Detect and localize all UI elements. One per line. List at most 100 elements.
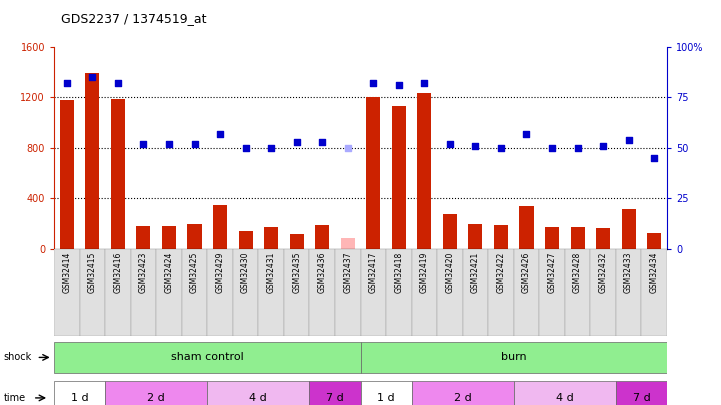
Text: shock: shock	[4, 352, 32, 362]
Bar	[392, 106, 406, 249]
Bar	[513, 249, 539, 336]
Point	[597, 143, 609, 149]
Bar	[463, 249, 488, 336]
Point	[112, 80, 124, 86]
Bar	[79, 249, 105, 336]
Bar	[494, 225, 508, 249]
Point	[393, 82, 404, 88]
Bar	[539, 249, 565, 336]
Bar	[54, 342, 360, 373]
Bar	[488, 249, 514, 336]
Text: GSM32434: GSM32434	[650, 252, 659, 293]
Point	[138, 141, 149, 147]
Point	[495, 145, 507, 151]
Bar	[105, 381, 208, 405]
Text: GSM32420: GSM32420	[446, 252, 454, 293]
Text: 7 d: 7 d	[632, 393, 650, 403]
Bar	[309, 249, 335, 336]
Bar	[360, 249, 386, 336]
Bar	[111, 99, 125, 249]
Bar	[162, 226, 176, 249]
Bar	[136, 226, 151, 249]
Bar	[208, 381, 309, 405]
Text: GSM32422: GSM32422	[497, 252, 505, 293]
Point	[368, 80, 379, 86]
Bar	[335, 249, 360, 336]
Bar	[60, 100, 74, 249]
Bar	[341, 238, 355, 249]
Bar	[239, 231, 252, 249]
Text: GSM32415: GSM32415	[88, 252, 97, 293]
Bar	[258, 249, 284, 336]
Text: GSM32418: GSM32418	[394, 252, 403, 293]
Text: GSM32429: GSM32429	[216, 252, 224, 293]
Bar	[565, 249, 590, 336]
Bar	[642, 249, 667, 336]
Bar	[366, 97, 380, 249]
Point	[214, 130, 226, 137]
Bar	[284, 249, 309, 336]
Point	[521, 130, 532, 137]
Bar	[386, 249, 412, 336]
Bar	[616, 381, 667, 405]
Text: 2 d: 2 d	[147, 393, 165, 403]
Bar	[647, 232, 661, 249]
Text: GSM32419: GSM32419	[420, 252, 429, 293]
Bar	[85, 73, 99, 249]
Text: 4 d: 4 d	[556, 393, 574, 403]
Bar	[360, 342, 667, 373]
Text: time: time	[4, 393, 26, 403]
Text: GSM32437: GSM32437	[343, 252, 353, 293]
Point	[419, 80, 430, 86]
Text: GSM32414: GSM32414	[62, 252, 71, 293]
Bar	[360, 381, 412, 405]
Text: GSM32421: GSM32421	[471, 252, 480, 293]
Text: GSM32426: GSM32426	[522, 252, 531, 293]
Text: GSM32432: GSM32432	[598, 252, 608, 293]
Point	[189, 141, 200, 147]
Bar	[596, 228, 610, 249]
Bar	[469, 224, 482, 249]
Point	[163, 141, 174, 147]
Bar	[315, 225, 329, 249]
Bar	[590, 249, 616, 336]
Bar	[264, 227, 278, 249]
Text: 2 d: 2 d	[454, 393, 472, 403]
Text: GSM32433: GSM32433	[624, 252, 633, 293]
Bar	[417, 94, 431, 249]
Point	[469, 143, 481, 149]
Text: GSM32416: GSM32416	[113, 252, 123, 293]
Bar	[545, 227, 559, 249]
Bar	[54, 249, 79, 336]
Text: GSM32436: GSM32436	[318, 252, 327, 293]
Bar	[443, 214, 457, 249]
Point	[317, 139, 328, 145]
Bar	[233, 249, 258, 336]
Text: 7 d: 7 d	[326, 393, 344, 403]
Text: GDS2237 / 1374519_at: GDS2237 / 1374519_at	[61, 12, 207, 25]
Point	[265, 145, 277, 151]
Point	[648, 155, 660, 161]
Point	[87, 74, 98, 80]
Text: GSM32431: GSM32431	[267, 252, 275, 293]
Bar	[54, 381, 105, 405]
Bar	[309, 381, 360, 405]
Point	[240, 145, 252, 151]
Point	[572, 145, 583, 151]
Bar	[513, 381, 616, 405]
Bar	[412, 249, 437, 336]
Text: burn: burn	[501, 352, 526, 362]
Text: sham control: sham control	[171, 352, 244, 362]
Bar	[208, 249, 233, 336]
Bar	[213, 205, 227, 249]
Bar	[412, 381, 513, 405]
Point	[623, 136, 634, 143]
Text: GSM32428: GSM32428	[573, 252, 582, 293]
Point	[61, 80, 73, 86]
Text: GSM32417: GSM32417	[368, 252, 378, 293]
Text: GSM32425: GSM32425	[190, 252, 199, 293]
Bar	[437, 249, 463, 336]
Bar	[187, 224, 202, 249]
Text: GSM32435: GSM32435	[292, 252, 301, 293]
Text: 1 d: 1 d	[377, 393, 395, 403]
